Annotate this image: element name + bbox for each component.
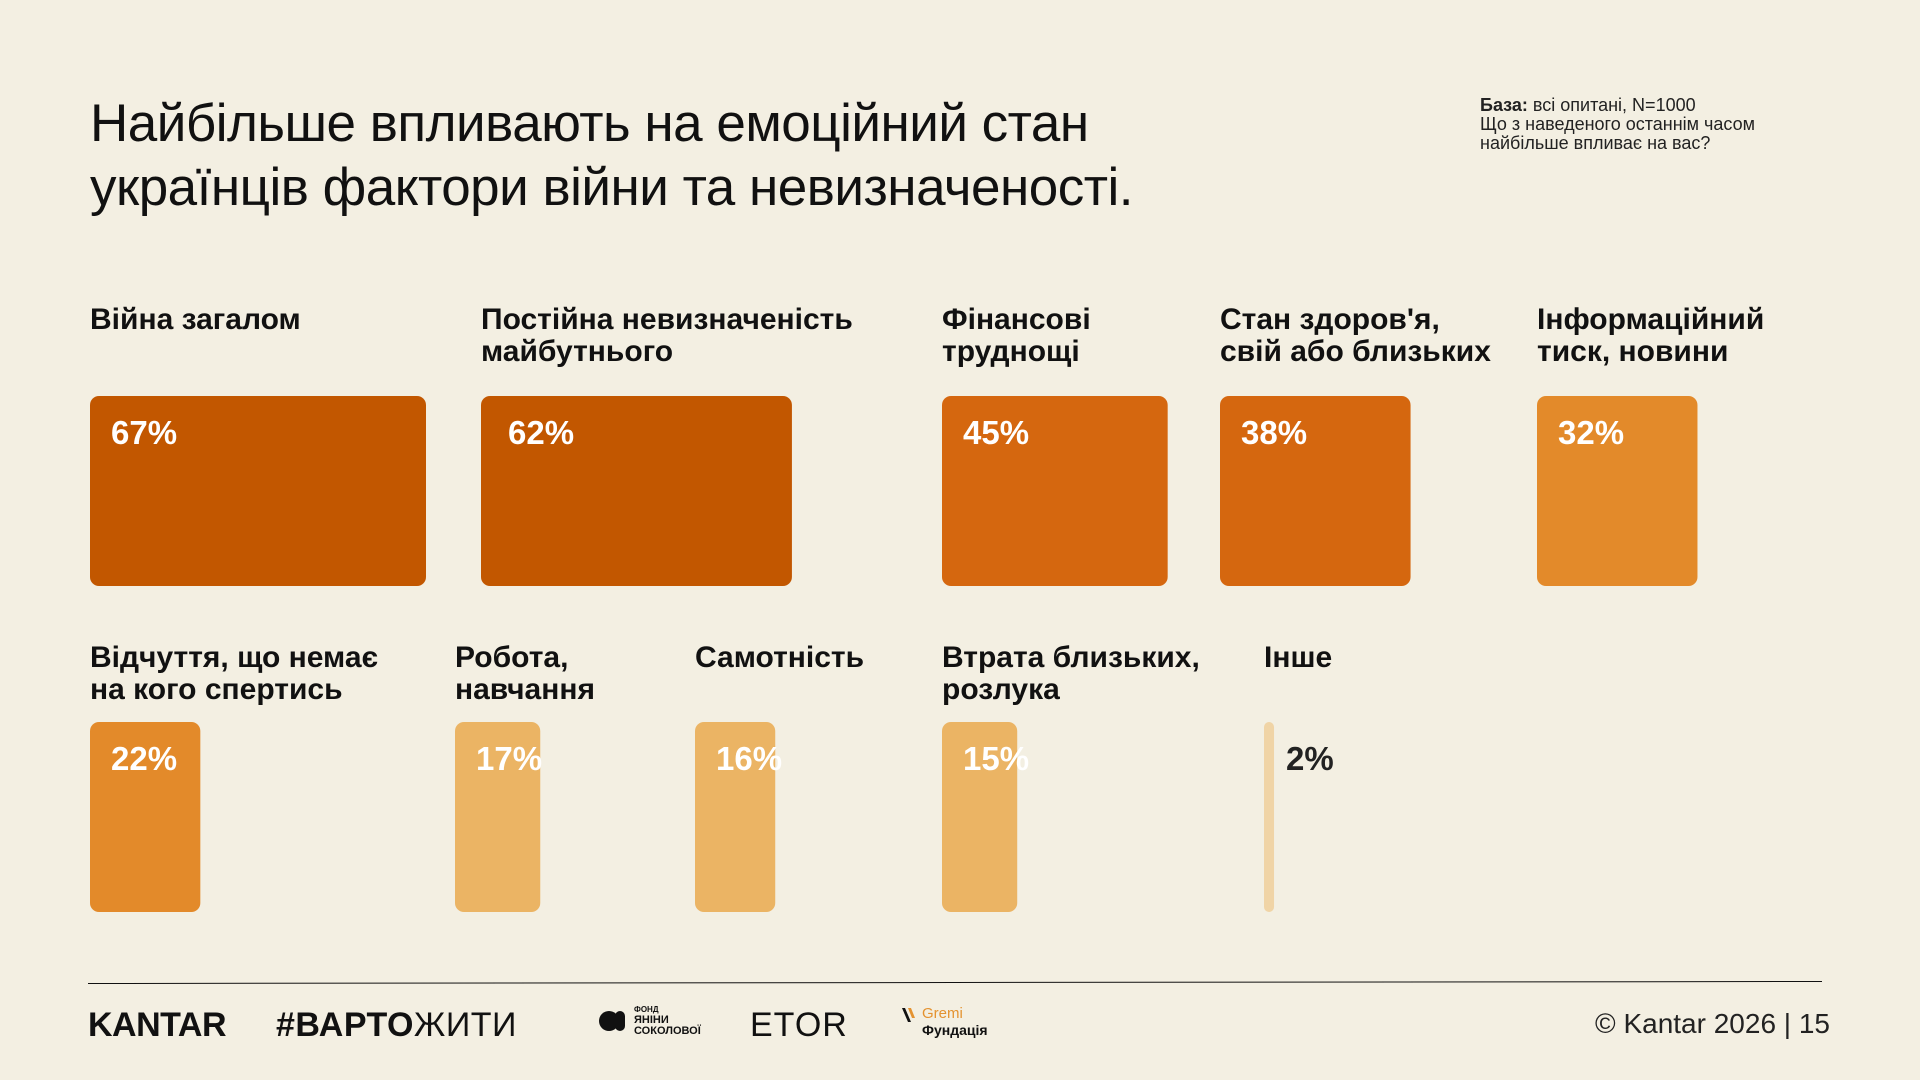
fond-line-2: СОКОЛОВОЇ (634, 1025, 701, 1037)
varto-rest: ЖИТИ (413, 1006, 517, 1044)
varto-bold: #ВАРТО (276, 1006, 414, 1044)
bar (481, 396, 792, 586)
bar (90, 722, 201, 912)
footer-logos: KANTAR #ВАРТОЖИТИ ФОНД ЯНІНИ СОКОЛОВОЇ E… (88, 1000, 1828, 1050)
bar (942, 396, 1168, 586)
copyright: © Kantar 2026 | 15 (1595, 1008, 1830, 1039)
category-label: Інформаційний тиск, новини (1537, 303, 1764, 368)
base-label: База: (1480, 95, 1528, 115)
base-text: всі опитані, N=1000 (1527, 95, 1696, 115)
category-label: Фінансові труднощі (942, 303, 1091, 368)
value-label: 2% (1286, 740, 1334, 777)
bar (1537, 396, 1698, 586)
value-label: 67% (111, 414, 177, 451)
value-label: 17% (476, 740, 542, 777)
bar (90, 396, 426, 586)
question-line-2: найбільше впливає на вас? (1480, 133, 1711, 153)
category-label: Війна загалом (90, 303, 301, 336)
bar (695, 722, 776, 912)
value-label: 22% (111, 740, 177, 777)
category-label: Робота, навчання (455, 641, 595, 706)
category-label: Відчуття, що немає на кого спертись (90, 641, 378, 706)
value-label: 15% (963, 740, 1029, 777)
fond-line-1: ЯНІНИ (634, 1014, 669, 1026)
gremi-line-2: Фундація (922, 1022, 988, 1038)
bar (1220, 396, 1411, 586)
category-label: Втрата близьких, розлука (942, 641, 1200, 706)
fond-small: ФОНД (634, 1005, 659, 1014)
category-label: Самотність (695, 641, 864, 674)
gremi-mark-icon (902, 1008, 915, 1022)
title-line-2: українців фактори війни та невизначеност… (90, 158, 1134, 217)
kantar-logo: KANTAR (88, 1006, 227, 1044)
category-label: Інше (1264, 641, 1332, 674)
fond-yanini-sokolovoi-logo: ФОНД ЯНІНИ СОКОЛОВОЇ (598, 1004, 701, 1037)
value-label: 62% (508, 414, 574, 451)
category-label: Стан здоров'я, свій або близьких (1220, 303, 1491, 368)
value-label: 16% (716, 740, 782, 777)
footer-divider (88, 981, 1822, 984)
question-line-1: Що з наведеного останнім часом (1480, 114, 1756, 134)
fond-mark-icon (599, 1010, 625, 1031)
bar (942, 722, 1018, 912)
value-label: 45% (963, 414, 1029, 451)
bar (1264, 722, 1275, 912)
varto-zhyty-logo: #ВАРТОЖИТИ (276, 1006, 517, 1045)
title-line-1: Найбільше впливають на емоційний стан (90, 94, 1089, 153)
value-label: 32% (1558, 414, 1624, 451)
gremi-line-1: Gremi (922, 1005, 963, 1022)
bar (455, 722, 541, 912)
value-label: 38% (1241, 414, 1307, 451)
gremi-logo: Gremi Фундація (900, 1006, 988, 1038)
etor-logo: ETOR (750, 1006, 848, 1044)
base-note: База: всі опитані, N=1000 Що з наведеног… (1480, 96, 1860, 153)
category-label: Постійна невизначеність майбутнього (481, 303, 853, 368)
page-title: Найбільше впливають на емоційний стан ук… (90, 92, 1340, 220)
